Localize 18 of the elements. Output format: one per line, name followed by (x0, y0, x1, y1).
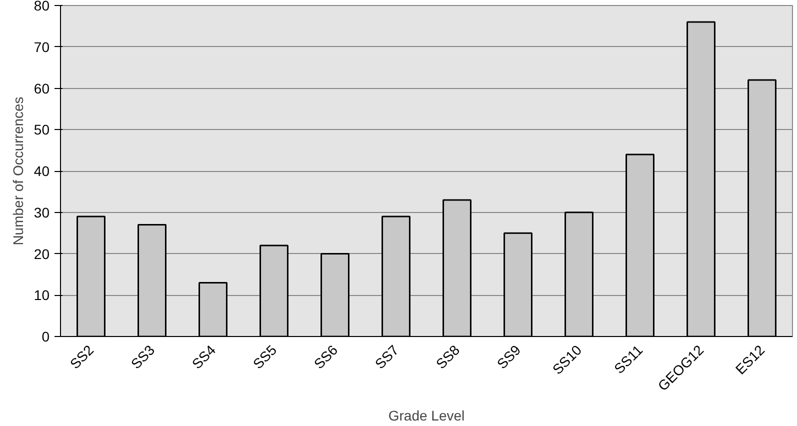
y-axis-title: Number of Occurrences (10, 96, 26, 246)
x-tick-label: SS5 (250, 342, 280, 372)
y-tick-label: 40 (34, 163, 50, 179)
x-tick-label: SS8 (432, 342, 463, 372)
y-tick-label: 50 (34, 122, 50, 138)
y-tick-label: 0 (42, 328, 50, 344)
x-tick-label: SS6 (310, 342, 341, 372)
y-tick-label: 80 (34, 0, 50, 14)
x-tick-label: SS3 (128, 342, 158, 372)
y-tick-label: 10 (34, 287, 50, 304)
x-tick-label: SS2 (66, 342, 97, 372)
x-tick-label: SS9 (494, 342, 524, 372)
y-tick-label: 30 (34, 204, 50, 220)
x-axis-title: Grade Level (388, 408, 465, 424)
y-tick-label: 60 (34, 80, 50, 96)
x-tick-label: SS4 (188, 342, 219, 372)
y-tick-label: 20 (34, 246, 50, 262)
y-tick-label: 70 (34, 38, 50, 55)
